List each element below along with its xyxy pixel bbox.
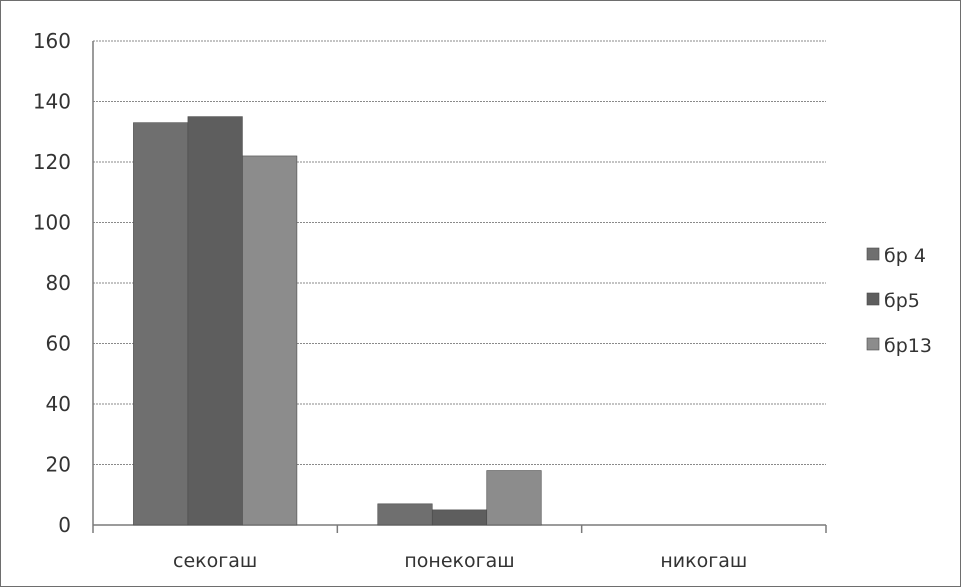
y-tick-labels: 0 20 40 60 80 100 120 140 160 [33, 29, 71, 537]
legend-swatch [866, 337, 880, 351]
y-tick-label: 140 [33, 90, 71, 114]
y-tick-label: 160 [33, 29, 71, 53]
y-tick-label: 0 [58, 513, 71, 537]
gridlines [93, 40, 826, 465]
x-category-labels: секогаш понекогаш никогаш [173, 550, 747, 572]
bar [133, 122, 189, 526]
bar [377, 503, 433, 526]
y-tick-label: 80 [46, 271, 71, 295]
legend-label: бр 4 [884, 245, 926, 267]
y-tick-label: 120 [33, 150, 71, 174]
legend-item: бр 4 [866, 245, 926, 267]
x-category-label: секогаш [173, 550, 257, 572]
bar [187, 116, 243, 526]
x-category-label: понекогаш [404, 550, 514, 572]
bars [133, 116, 542, 526]
legend-swatch [866, 247, 880, 261]
legend-label: бр13 [884, 335, 932, 357]
legend-item: бр13 [866, 335, 932, 357]
legend-label: бр5 [884, 290, 920, 312]
legend: бр 4 бр5 бр13 [866, 245, 932, 357]
bar [242, 155, 298, 526]
y-tick-label: 20 [46, 453, 71, 477]
y-tick-label: 100 [33, 211, 71, 235]
legend-item: бр5 [866, 290, 920, 312]
y-tick-label: 40 [46, 392, 71, 416]
x-category-label: никогаш [660, 550, 747, 572]
legend-swatch [866, 292, 880, 306]
y-tick-label: 60 [46, 332, 71, 356]
bar [486, 470, 542, 526]
bar [431, 509, 488, 526]
